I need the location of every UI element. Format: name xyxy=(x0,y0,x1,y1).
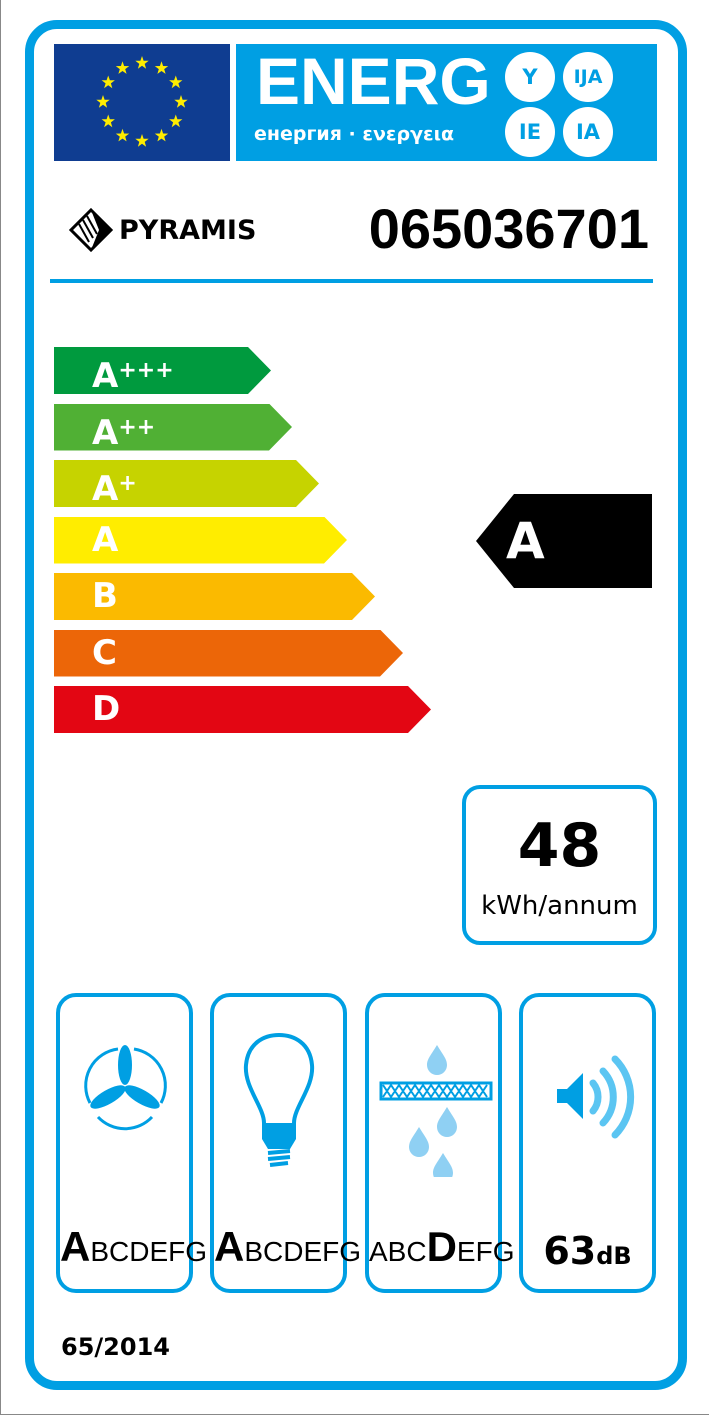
scale-plus: ++ xyxy=(118,414,156,440)
scale-plus: +++ xyxy=(118,358,174,383)
scale-label: D xyxy=(92,689,121,729)
star-icon xyxy=(101,114,115,128)
suffix-badge: IE xyxy=(505,107,555,157)
grease-class: ABCDEFG xyxy=(369,1223,515,1270)
noise-box: 63dB xyxy=(519,993,656,1293)
energy-header: ENERG енергия · ενεργεια Y IJA IE IA xyxy=(236,44,657,161)
grease-filtering-box: ABCDEFG xyxy=(365,993,515,1293)
lighting-efficiency-box: ABCDEFG xyxy=(210,993,362,1293)
suffix-badge: IA xyxy=(563,107,613,157)
suffix-badge: IJA xyxy=(563,52,613,102)
suffix-badge: Y xyxy=(505,52,555,102)
regulation-number: 65/2014 xyxy=(61,1333,170,1361)
scale-label: A xyxy=(92,412,119,453)
scale-bar: B xyxy=(54,573,375,620)
fluid-dynamic-efficiency-box: ABCDEFG xyxy=(56,993,208,1293)
model-number: 065036701 xyxy=(368,197,649,260)
header-title: ENERG xyxy=(256,44,491,118)
scale-label: A xyxy=(92,469,119,509)
scale-plus: + xyxy=(118,471,137,496)
scale-bar: A+ xyxy=(54,460,319,507)
brand-logo: PYRAMIS xyxy=(69,208,256,252)
scale-bar: A+++ xyxy=(54,347,271,394)
fan-icon xyxy=(84,1045,167,1131)
scale-label: A xyxy=(92,356,119,396)
star-icon xyxy=(174,95,188,108)
header-subtitle: енергия · ενεργεια xyxy=(254,123,455,145)
star-icon xyxy=(154,128,169,142)
grease-filter-icon xyxy=(379,1045,493,1177)
scale-label: B xyxy=(92,576,118,616)
star-icon xyxy=(115,61,130,74)
speaker-icon xyxy=(557,1055,635,1139)
star-icon xyxy=(135,134,149,147)
fluid-class: ABCDEFG xyxy=(60,1223,208,1270)
star-icon xyxy=(96,95,110,108)
energy-consumption-box: 48 kWh/annum xyxy=(462,785,657,945)
light-bulb-icon xyxy=(243,1032,315,1167)
consumption-value: 48 xyxy=(517,811,602,881)
lighting-class: ABCDEFG xyxy=(214,1223,362,1270)
consumption-unit: kWh/annum xyxy=(481,891,638,921)
pyramis-logo-icon xyxy=(69,208,113,252)
scale-label: C xyxy=(92,632,117,673)
label-frame xyxy=(25,20,687,1390)
star-icon xyxy=(101,75,115,89)
star-icon xyxy=(169,75,183,89)
star-icon xyxy=(154,61,169,74)
star-icon xyxy=(169,114,183,128)
noise-level: 63dB xyxy=(543,1229,632,1273)
eu-flag-icon xyxy=(54,44,230,161)
brand-name: PYRAMIS xyxy=(119,214,257,246)
scale-bar: A xyxy=(54,517,347,564)
rating-indicator: A xyxy=(476,494,652,588)
scale-bar: D xyxy=(54,686,431,733)
star-icon xyxy=(135,56,149,69)
scale-bar: A++ xyxy=(54,404,292,451)
scale-bar: C xyxy=(54,630,403,677)
divider xyxy=(50,279,653,283)
scale-label: A xyxy=(92,519,119,560)
star-icon xyxy=(115,128,130,142)
